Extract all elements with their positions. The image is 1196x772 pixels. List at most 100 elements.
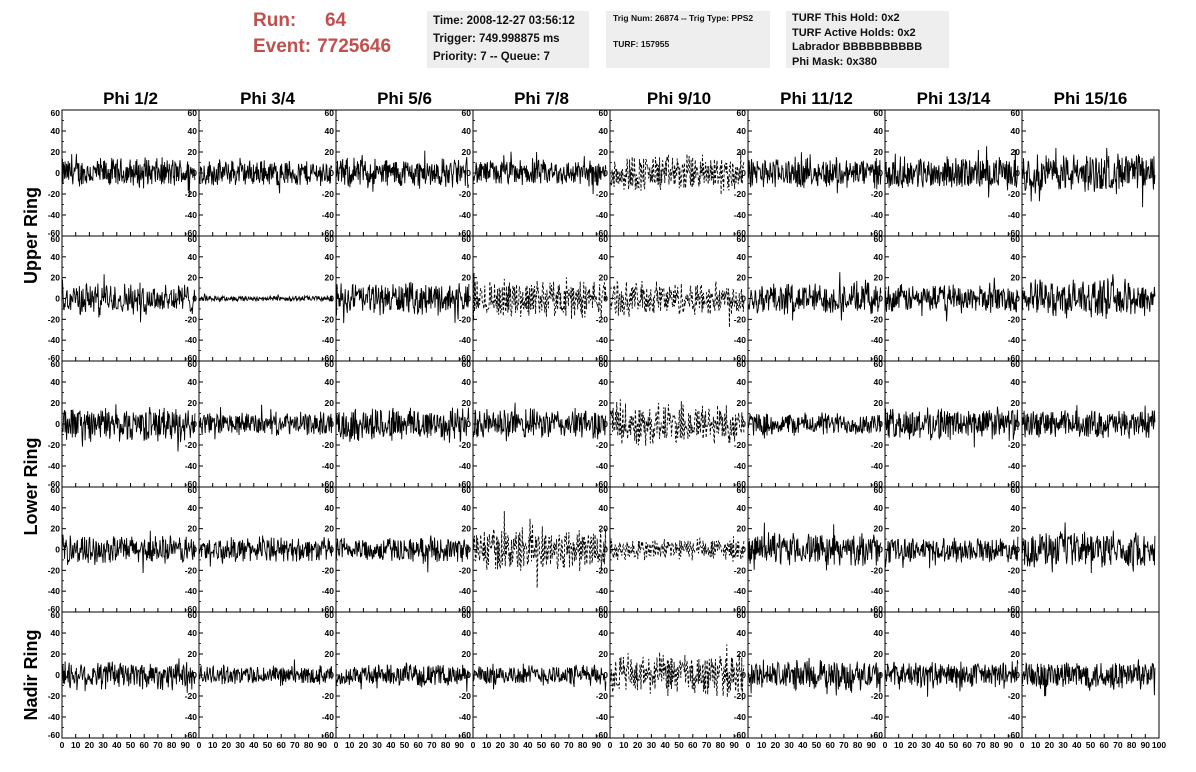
y-tick-label: 40 [188, 503, 198, 513]
x-tick-label: 60 [413, 740, 423, 750]
y-tick-label: 60 [51, 610, 61, 620]
y-tick-label: -20 [596, 565, 609, 575]
waveform-trace [609, 644, 745, 701]
y-tick-label: 60 [599, 108, 609, 118]
y-tick-label: -60 [185, 353, 198, 363]
y-tick-label: -60 [1008, 479, 1021, 489]
y-tick-label: -20 [48, 314, 61, 324]
waveform-trace [1021, 274, 1156, 319]
ring-title: Nadir Ring [21, 629, 41, 720]
waveform-trace [747, 522, 882, 571]
y-tick-label: 0 [192, 545, 197, 555]
x-tick-label: 40 [1072, 740, 1082, 750]
x-tick-label: 10 [894, 740, 904, 750]
y-tick-label: -20 [459, 440, 472, 450]
y-tick-label: -20 [1008, 691, 1021, 701]
waveform-trace [198, 157, 333, 194]
waveform-trace [61, 153, 196, 197]
y-tick-label: 40 [462, 252, 472, 262]
y-tick-label: 60 [188, 108, 198, 118]
y-tick-label: -20 [596, 314, 609, 324]
y-tick-label: 0 [878, 294, 883, 304]
y-tick-label: 40 [737, 252, 747, 262]
y-tick-label: 60 [874, 359, 884, 369]
x-tick-label: 50 [400, 740, 410, 750]
x-tick-label: 30 [98, 740, 108, 750]
y-tick-label: -20 [871, 440, 884, 450]
y-tick-label: -60 [596, 730, 609, 740]
y-tick-label: -60 [459, 228, 472, 238]
y-tick-label: -20 [1008, 314, 1021, 324]
y-tick-label: 20 [188, 649, 198, 659]
x-tick-label: 0 [883, 740, 888, 750]
y-tick-label: 40 [325, 628, 335, 638]
waveform-trace [198, 293, 333, 303]
x-tick-label: 80 [990, 740, 1000, 750]
y-tick-label: 40 [599, 377, 609, 387]
x-tick-label: 50 [949, 740, 959, 750]
x-tick-label: 70 [839, 740, 849, 750]
x-tick-label: 30 [372, 740, 382, 750]
y-tick-label: 20 [462, 649, 472, 659]
x-tick-label: 20 [771, 740, 781, 750]
waveform-trace [472, 402, 607, 442]
x-tick-label: 60 [1099, 740, 1109, 750]
x-tick-label: 60 [139, 740, 149, 750]
x-tick-label: 90 [729, 740, 739, 750]
y-tick-label: 0 [878, 545, 883, 555]
y-tick-label: 60 [1011, 359, 1021, 369]
x-tick-label: 20 [222, 740, 232, 750]
y-tick-label: 40 [1011, 252, 1021, 262]
y-tick-label: -20 [459, 314, 472, 324]
y-tick-label: 60 [599, 359, 609, 369]
column-title: Phi 1/2 [103, 89, 158, 108]
x-tick-label: 10 [71, 740, 81, 750]
y-tick-label: 20 [325, 649, 335, 659]
y-tick-label: 20 [51, 398, 61, 408]
y-tick-label: -40 [871, 712, 884, 722]
y-tick-label: 60 [51, 108, 61, 118]
y-tick-label: 40 [325, 503, 335, 513]
y-tick-label: -60 [185, 479, 198, 489]
y-tick-label: 20 [462, 147, 472, 157]
run-label: Run: [253, 10, 297, 31]
y-tick-label: 60 [325, 359, 335, 369]
y-tick-label: -40 [596, 210, 609, 220]
waveform-trace [198, 404, 333, 440]
y-tick-label: 20 [325, 398, 335, 408]
y-tick-label: 40 [1011, 503, 1021, 513]
column-title: Phi 9/10 [647, 89, 711, 108]
y-tick-label: 40 [737, 377, 747, 387]
y-tick-label: 40 [874, 252, 884, 262]
y-tick-label: 60 [874, 108, 884, 118]
y-tick-label: 60 [599, 234, 609, 244]
y-tick-label: -40 [734, 335, 747, 345]
y-tick-label: -60 [1008, 730, 1021, 740]
y-tick-label: 40 [874, 503, 884, 513]
y-tick-label: 60 [325, 610, 335, 620]
waveform-trace [747, 152, 882, 194]
y-tick-label: -60 [734, 730, 747, 740]
y-tick-label: 60 [462, 610, 472, 620]
y-tick-label: 40 [1011, 126, 1021, 136]
y-tick-label: 40 [874, 377, 884, 387]
y-tick-label: 0 [878, 670, 883, 680]
y-tick-label: -60 [871, 228, 884, 238]
y-tick-label: 40 [51, 503, 61, 513]
waveform-trace [747, 412, 882, 439]
y-tick-label: 60 [462, 485, 472, 495]
waveform-trace [198, 659, 333, 687]
x-tick-label: 20 [633, 740, 643, 750]
y-tick-label: -60 [1008, 353, 1021, 363]
waveform-trace [609, 536, 745, 562]
y-tick-label: -60 [871, 730, 884, 740]
y-tick-label: -60 [459, 479, 472, 489]
y-tick-label: -40 [185, 335, 198, 345]
y-tick-label: 0 [192, 168, 197, 178]
x-tick-label: 70 [427, 740, 437, 750]
y-tick-label: 20 [874, 649, 884, 659]
y-tick-label: 0 [466, 545, 471, 555]
y-tick-label: 40 [462, 628, 472, 638]
x-tick-label: 90 [318, 740, 328, 750]
y-tick-label: -60 [185, 730, 198, 740]
